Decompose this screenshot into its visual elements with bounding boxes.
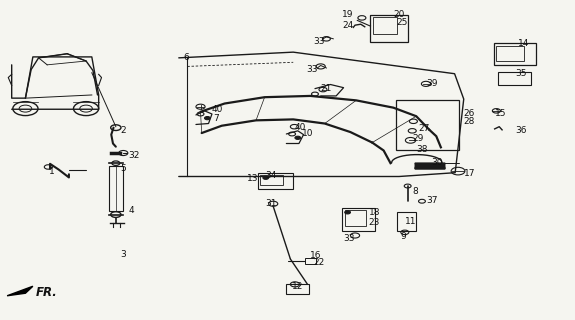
Polygon shape bbox=[7, 286, 33, 296]
Bar bbox=[305, 258, 316, 264]
Text: 27: 27 bbox=[418, 124, 430, 133]
Text: 7: 7 bbox=[213, 114, 219, 123]
Text: 39: 39 bbox=[426, 79, 438, 88]
Circle shape bbox=[345, 211, 350, 214]
Bar bbox=[498, 72, 531, 85]
Text: 20: 20 bbox=[393, 10, 405, 19]
Text: 36: 36 bbox=[515, 126, 527, 135]
Text: 17: 17 bbox=[464, 169, 476, 178]
Text: 32: 32 bbox=[128, 151, 140, 160]
Text: 1: 1 bbox=[49, 167, 55, 176]
Text: 23: 23 bbox=[369, 218, 380, 227]
Circle shape bbox=[295, 136, 301, 140]
Text: 29: 29 bbox=[412, 134, 424, 143]
Text: 22: 22 bbox=[313, 258, 324, 267]
Bar bbox=[373, 17, 397, 34]
Circle shape bbox=[263, 176, 269, 179]
Text: 5: 5 bbox=[120, 164, 126, 173]
Text: 16: 16 bbox=[310, 251, 322, 260]
Text: 25: 25 bbox=[396, 19, 408, 28]
Bar bbox=[397, 212, 416, 231]
Text: 38: 38 bbox=[416, 145, 428, 154]
Text: 33: 33 bbox=[306, 65, 317, 74]
Bar bbox=[370, 15, 408, 42]
Text: 6: 6 bbox=[183, 53, 189, 62]
Text: 9: 9 bbox=[401, 232, 407, 241]
Text: 37: 37 bbox=[426, 196, 438, 205]
Text: 26: 26 bbox=[464, 108, 475, 117]
Bar bbox=[496, 46, 524, 61]
Text: 10: 10 bbox=[302, 130, 313, 139]
Bar bbox=[260, 175, 283, 185]
Circle shape bbox=[205, 116, 210, 120]
Text: 28: 28 bbox=[464, 117, 475, 126]
Text: 11: 11 bbox=[405, 217, 416, 226]
Bar bbox=[396, 100, 459, 150]
Text: 31: 31 bbox=[266, 199, 277, 208]
Text: 18: 18 bbox=[369, 208, 380, 217]
Text: 12: 12 bbox=[292, 282, 304, 292]
Text: 4: 4 bbox=[128, 206, 134, 215]
Bar bbox=[286, 284, 309, 294]
Bar bbox=[345, 210, 366, 226]
Text: 14: 14 bbox=[518, 39, 529, 48]
Text: 34: 34 bbox=[266, 171, 277, 180]
Text: 30: 30 bbox=[432, 158, 443, 167]
Text: 40: 40 bbox=[294, 123, 306, 132]
Bar bbox=[342, 208, 375, 231]
Text: 33: 33 bbox=[313, 37, 325, 46]
Text: 19: 19 bbox=[343, 10, 354, 19]
Text: 3: 3 bbox=[120, 250, 126, 259]
Text: 2: 2 bbox=[120, 126, 126, 135]
Text: 40: 40 bbox=[212, 105, 223, 114]
Text: 35: 35 bbox=[515, 69, 527, 78]
Text: 21: 21 bbox=[321, 84, 332, 93]
Text: 15: 15 bbox=[494, 108, 506, 117]
Text: 33: 33 bbox=[344, 234, 355, 243]
Bar bbox=[258, 173, 293, 189]
Bar bbox=[109, 166, 122, 211]
Text: FR.: FR. bbox=[36, 286, 58, 299]
Text: 24: 24 bbox=[343, 21, 354, 30]
Bar bbox=[493, 43, 536, 65]
Text: 13: 13 bbox=[247, 174, 259, 183]
Text: 8: 8 bbox=[412, 187, 418, 196]
